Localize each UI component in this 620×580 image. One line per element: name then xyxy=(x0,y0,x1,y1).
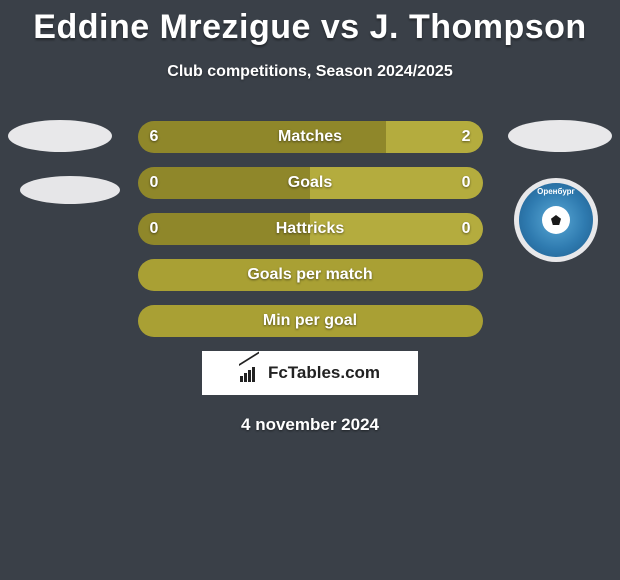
date-label: 4 november 2024 xyxy=(0,415,620,435)
stat-label: Goals xyxy=(138,167,483,199)
stat-label: Min per goal xyxy=(138,305,483,337)
page-title: Eddine Mrezigue vs J. Thompson xyxy=(0,0,620,47)
stat-row: Goals per match xyxy=(138,259,483,291)
stats-container: 62Matches 00Goals 00Hattricks Goals per mat… xyxy=(0,121,620,337)
stat-row: 00Hattricks xyxy=(138,213,483,245)
stat-label: Goals per match xyxy=(138,259,483,291)
stat-label: Matches xyxy=(138,121,483,153)
page-subtitle: Club competitions, Season 2024/2025 xyxy=(0,63,620,81)
brand-box: FcTables.com xyxy=(202,351,418,395)
stat-row: Min per goal xyxy=(138,305,483,337)
brand-text: FcTables.com xyxy=(268,363,380,383)
chart-logo-icon xyxy=(240,364,262,382)
stat-label: Hattricks xyxy=(138,213,483,245)
stat-row: 00Goals xyxy=(138,167,483,199)
stat-row: 62Matches xyxy=(138,121,483,153)
